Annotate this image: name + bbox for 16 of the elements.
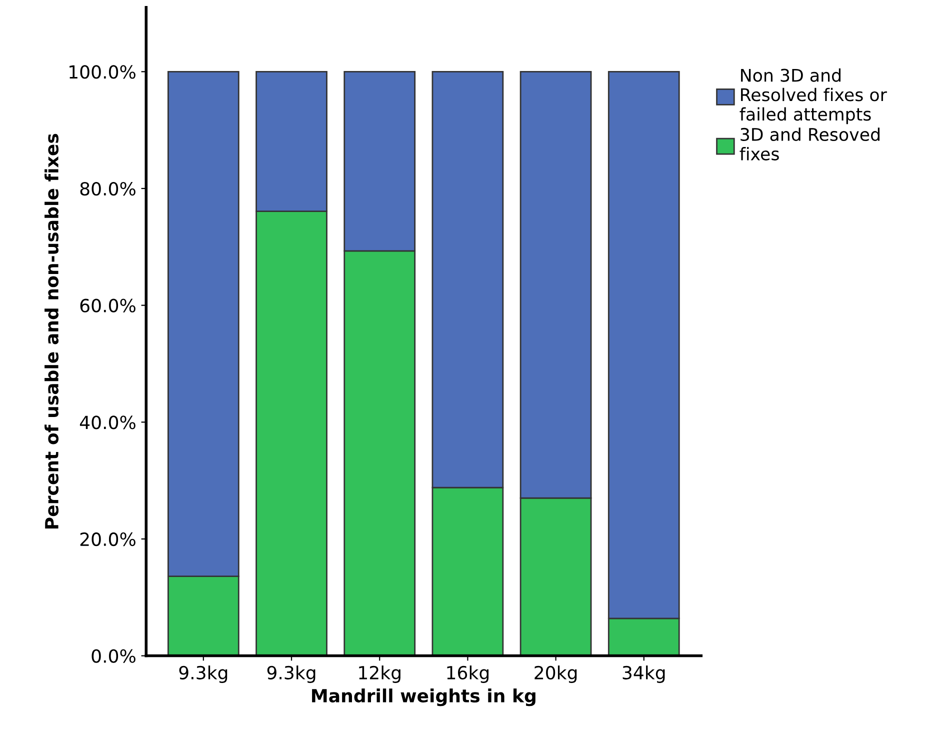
- x-axis-title: Mandrill weights in kg: [312, 688, 536, 706]
- x-tick-label: 16kg: [447, 666, 488, 683]
- x-tick-label: 9.3kg: [179, 666, 228, 683]
- legend-label: 3D and Resoved fixes: [740, 128, 880, 160]
- y-tick-label: 60.0%: [80, 298, 136, 312]
- x-tick-label: 20kg: [534, 666, 577, 683]
- y-axis-title: Percent of usable and non-usable fixes: [44, 134, 59, 528]
- y-tick-label: 40.0%: [80, 416, 136, 430]
- y-tick-label: 0.0%: [92, 649, 136, 663]
- y-tick-label: 20.0%: [80, 532, 136, 546]
- y-tick-label: 80.0%: [80, 182, 136, 196]
- legend-label: Non 3D and Resolved fixes or failed attempts: [740, 68, 887, 124]
- x-tick-label: 34kg: [622, 666, 665, 683]
- x-tick-label: 12kg: [359, 666, 400, 683]
- y-tick-label: 100.0%: [70, 65, 136, 79]
- x-tick-label: 9.3kg: [267, 666, 316, 683]
